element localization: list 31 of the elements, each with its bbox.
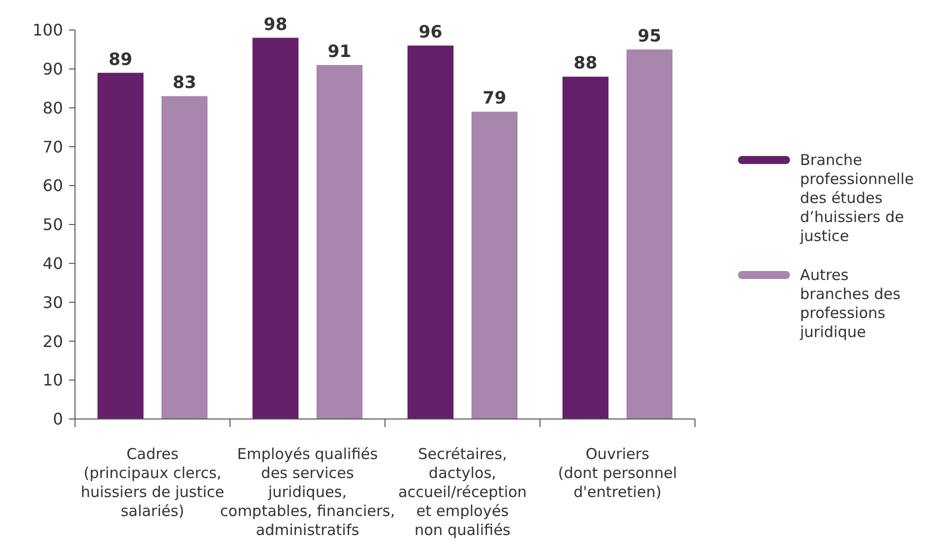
y-tick-label: 0 — [52, 410, 63, 429]
y-tick-label: 10 — [42, 370, 63, 390]
data-label: 83 — [172, 73, 196, 94]
y-tick-label: 30 — [42, 292, 63, 312]
y-tick-label: 70 — [42, 137, 63, 156]
bar — [162, 96, 208, 419]
bar — [252, 38, 298, 419]
data-label: 79 — [482, 88, 506, 109]
x-tick-label: Ouvriers (dont personnel d'entretien) — [558, 445, 678, 501]
y-tick-label: 50 — [42, 215, 63, 234]
y-tick-label: 90 — [42, 60, 63, 78]
bar — [472, 112, 518, 419]
legend-label: Branche professionnelle des études d’huissiers de justice — [799, 151, 914, 245]
legend-label: Autres branches des professions juridique — [799, 266, 901, 341]
bar — [408, 46, 454, 419]
data-label: 95 — [638, 26, 662, 46]
data-label: 98 — [264, 14, 288, 35]
data-label: 91 — [328, 42, 352, 62]
bar — [316, 65, 362, 419]
y-tick-label: 20 — [42, 332, 63, 351]
y-tick-label: 80 — [42, 98, 63, 118]
y-tick-label: 40 — [42, 254, 63, 273]
bar — [626, 49, 672, 419]
y-tick-label: 60 — [42, 176, 63, 196]
data-label: 96 — [418, 22, 442, 43]
y-tick-label: 100 — [32, 20, 63, 40]
x-tick-label: Secrétaires, dactylos, accueil/réception et employés non qualifiés — [398, 445, 527, 539]
data-label: 88 — [574, 54, 598, 74]
bar — [98, 72, 144, 419]
data-label: 89 — [108, 50, 132, 70]
bar — [562, 76, 608, 419]
